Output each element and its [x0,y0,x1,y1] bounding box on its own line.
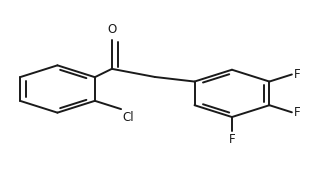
Text: F: F [294,68,300,81]
Text: Cl: Cl [123,111,134,124]
Text: F: F [294,106,300,119]
Text: O: O [107,23,117,36]
Text: F: F [229,133,235,146]
